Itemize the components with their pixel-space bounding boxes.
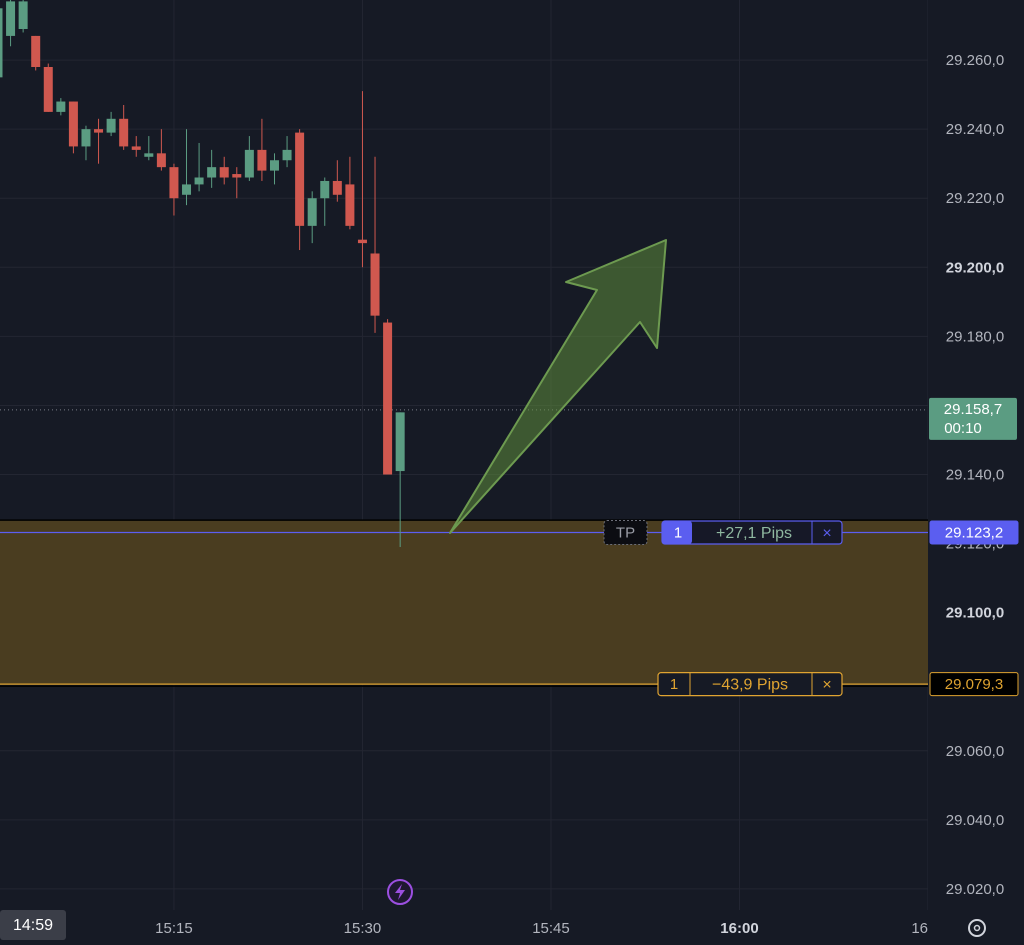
y-tick-label: 29.240,0 [946,121,1004,138]
tp-tag-text: TP [616,525,635,542]
y-tick-label: 29.060,0 [946,743,1004,760]
candle-body [106,118,116,133]
candle-body [18,1,28,30]
candle-body [257,149,267,171]
time-axis [0,910,928,945]
candle-body [169,167,179,199]
candle-body [194,177,204,185]
y-tick-label: 29.220,0 [946,190,1004,207]
y-tick-label: 29.260,0 [946,52,1004,69]
candle-body [370,253,380,316]
arrow-drawing [449,239,667,534]
candle-body [68,101,78,147]
candle-body [357,239,367,244]
y-tick-label: 29.140,0 [946,466,1004,483]
last-price-value: 29.158,7 [944,401,1002,418]
order-close[interactable]: × [822,525,831,542]
candle-body [43,66,53,112]
last-price-countdown: 00:10 [944,420,982,437]
x-tick-label: 16 [911,920,928,937]
y-tick-label: 29.040,0 [946,812,1004,829]
crosshair-time: 14:59 [13,917,53,934]
candle-body [295,132,305,226]
candle-body [332,180,342,195]
last-price-label [929,397,1017,440]
candle-body [81,129,91,147]
x-tick-label: 15:45 [532,920,570,937]
candle-body [383,322,393,475]
tp-tag [603,520,648,546]
candle-body [244,149,254,178]
order-qty-cell [662,521,692,545]
order-close[interactable]: × [822,676,831,693]
candle-body [131,146,141,150]
price-line-value: 29.123,2 [945,525,1003,542]
settings-icon-center [973,924,981,932]
y-tick-label: 29.200,0 [946,259,1004,276]
y-tick-label: 29.020,0 [946,881,1004,898]
candle-body [0,8,3,78]
candle-body [345,184,355,226]
x-tick-label: 16:00 [720,920,758,937]
position-zone [0,520,928,685]
candle-body [156,153,166,168]
candle-body [31,35,41,67]
price-line-label [929,520,1019,545]
candle-body [282,149,292,161]
candle-body [395,412,405,472]
order-quantity: 1 [674,525,682,542]
candle-body [119,118,129,147]
candle-body [207,167,217,178]
candle-body [6,1,16,36]
y-tick-label: 29.180,0 [946,328,1004,345]
settings-icon[interactable] [968,919,986,937]
candle-body [94,129,104,133]
order-pnl: −43,9 Pips [712,676,788,693]
candle-body [219,167,229,178]
candle-body [182,184,192,195]
order-pnl: +27,1 Pips [716,525,792,542]
order-quantity: 1 [670,676,678,693]
candle-body [269,160,279,171]
candle-body [320,180,330,199]
x-tick-label: 15:30 [344,920,382,937]
candle-body [144,153,154,157]
x-tick-label: 15:15 [155,920,193,937]
event-icon-bolt [395,884,405,900]
order-label [657,672,843,697]
crosshair-time-label [0,910,66,940]
price-line-value: 29.079,3 [945,676,1003,693]
candle-body [232,174,242,178]
y-tick-label: 29.100,0 [946,605,1004,622]
candle-body [56,101,66,112]
candle-body [307,198,317,226]
price-axis [928,0,1024,945]
price-line-label [929,672,1019,697]
